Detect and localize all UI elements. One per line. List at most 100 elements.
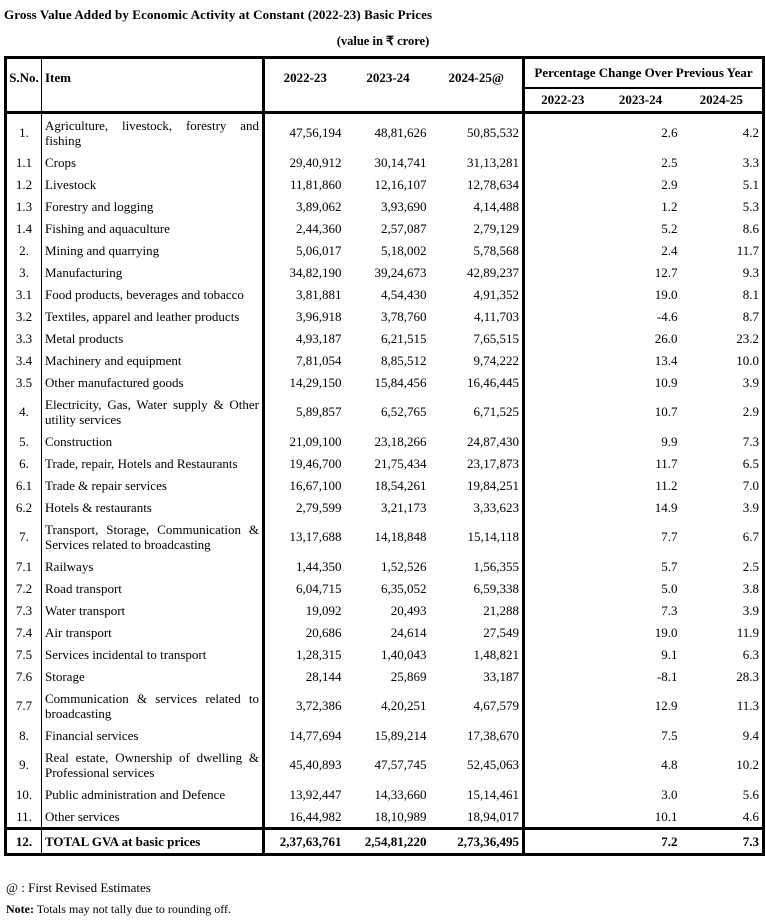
cell-pct-2022-23 bbox=[524, 746, 601, 783]
cell-item: Road transport bbox=[41, 577, 265, 599]
cell-pct-2023-24: 2.5 bbox=[661, 154, 678, 170]
cell-pct-2024-25: 8.6 bbox=[742, 220, 760, 236]
cell-pct-2024-25: 3.3 bbox=[742, 154, 760, 170]
cell-sno: 7.7 bbox=[5, 687, 42, 724]
cell-pct-2023-24: 2.4 bbox=[661, 242, 678, 258]
table-row: 7.7 Communication & services related to b… bbox=[5, 687, 764, 724]
cell-value-2022-23: 1,44,350 bbox=[296, 558, 342, 574]
cell-value-2022-23: 7,81,054 bbox=[296, 352, 342, 368]
table-row: 7.2 Road transport 6,04,715 6,35,052 6,59,33… bbox=[5, 577, 764, 599]
footnote-text: First Revised Estimates bbox=[28, 880, 151, 895]
cell-value-2022-23: 20,686 bbox=[305, 624, 342, 640]
cell-pct-2023-24: 2.9 bbox=[661, 176, 678, 192]
cell-sno: 1.4 bbox=[5, 217, 42, 239]
cell-pct-2023-24: -8.1 bbox=[656, 668, 678, 684]
cell-item: Other manufactured goods bbox=[41, 371, 265, 393]
footnote-first-revised-estimates: @ : First Revised Estimates bbox=[6, 880, 762, 896]
cell-pct-2023-24: 9.1 bbox=[661, 646, 678, 662]
cell-value-2024-25: 4,91,352 bbox=[430, 283, 525, 305]
cell-pct-2022-23 bbox=[524, 783, 601, 805]
table-row: 8. Financial services 14,77,694 15,89,214 17… bbox=[5, 724, 764, 746]
cell-sno: 3.3 bbox=[5, 327, 42, 349]
cell-value-2023-24: 6,52,765 bbox=[381, 404, 427, 419]
cell-item: Crops bbox=[41, 151, 265, 173]
cell-value-2024-25: 9,74,222 bbox=[430, 349, 525, 371]
cell-sno: 7.1 bbox=[5, 555, 42, 577]
cell-value-2023-24: 47,57,745 bbox=[374, 757, 427, 772]
cell-value-2023-24: 6,35,052 bbox=[381, 580, 427, 596]
cell-value-2024-25: 15,14,118 bbox=[430, 518, 525, 555]
cell-value-2022-23: 1,28,315 bbox=[296, 646, 342, 662]
cell-item: Mining and quarrying bbox=[41, 239, 265, 261]
cell-sno: 1.1 bbox=[5, 151, 42, 173]
cell-value-2023-24: 48,81,626 bbox=[374, 125, 427, 140]
cell-pct-2024-25: 28.3 bbox=[736, 668, 760, 684]
cell-pct-2022-23 bbox=[524, 195, 601, 217]
cell-value-2024-25: 2,73,36,495 bbox=[430, 828, 525, 855]
cell-value-2023-24: 4,54,430 bbox=[381, 286, 427, 302]
cell-pct-2023-24: 19.0 bbox=[654, 624, 678, 640]
cell-value-2022-23: 16,67,100 bbox=[289, 477, 342, 493]
cell-pct-2024-25: 8.7 bbox=[742, 308, 760, 324]
cell-item: Fishing and aquaculture bbox=[41, 217, 265, 239]
cell-sno: 2. bbox=[5, 239, 42, 261]
cell-pct-2023-24: 10.9 bbox=[654, 374, 678, 390]
cell-item: Machinery and equipment bbox=[41, 349, 265, 371]
cell-value-2024-25: 6,71,525 bbox=[430, 393, 525, 430]
cell-pct-2024-25: 10.0 bbox=[736, 352, 760, 368]
cell-pct-2023-24: 5.2 bbox=[661, 220, 678, 236]
cell-value-2024-25: 1,48,821 bbox=[430, 643, 525, 665]
cell-pct-2023-24: 5.0 bbox=[661, 580, 678, 596]
cell-pct-2023-24: 12.9 bbox=[654, 698, 678, 713]
cell-value-2022-23: 16,44,982 bbox=[289, 808, 342, 824]
cell-pct-2022-23 bbox=[524, 665, 601, 687]
cell-pct-2024-25: 10.2 bbox=[736, 757, 760, 772]
cell-item: Manufacturing bbox=[41, 261, 265, 283]
cell-pct-2022-23 bbox=[524, 724, 601, 746]
table-row: 1.4 Fishing and aquaculture 2,44,360 2,57,0… bbox=[5, 217, 764, 239]
cell-value-2024-25: 33,187 bbox=[430, 665, 525, 687]
cell-pct-2023-24: 3.0 bbox=[661, 786, 678, 802]
table-row: 7.5 Services incidental to transport 1,28,… bbox=[5, 643, 764, 665]
col-header-pct-2022-23: 2022-23 bbox=[523, 87, 601, 114]
cell-pct-2024-25: 3.8 bbox=[742, 580, 760, 596]
cell-item: Textiles, apparel and leather products bbox=[41, 305, 265, 327]
cell-sno: 5. bbox=[5, 430, 42, 452]
table-row: 3.5 Other manufactured goods 14,29,150 15,8… bbox=[5, 371, 764, 393]
cell-pct-2024-25: 9.3 bbox=[742, 264, 760, 280]
cell-pct-2023-24: 7.7 bbox=[661, 529, 678, 544]
table-row: 6. Trade, repair, Hotels and Restaurants 1… bbox=[5, 452, 764, 474]
col-header-value-2022-23: 2022-23 bbox=[263, 57, 346, 114]
cell-pct-2024-25: 11.3 bbox=[736, 698, 760, 713]
cell-value-2022-23: 3,89,062 bbox=[296, 198, 342, 214]
table-row: 7.1 Railways 1,44,350 1,52,526 1,56,355 5.7 2.… bbox=[5, 555, 764, 577]
cell-value-2024-25: 19,84,251 bbox=[430, 474, 525, 496]
page-title: Gross Value Added by Economic Activity a… bbox=[4, 7, 433, 22]
cell-pct-2022-23 bbox=[524, 829, 601, 855]
cell-item: Public administration and Defence bbox=[41, 783, 265, 805]
cell-value-2023-24: 3,21,173 bbox=[381, 499, 427, 515]
cell-pct-2023-24: 13.4 bbox=[654, 352, 678, 368]
cell-value-2022-23: 3,81,881 bbox=[296, 286, 342, 302]
cell-pct-2024-25: 3.9 bbox=[742, 374, 760, 390]
cell-pct-2024-25: 5.1 bbox=[742, 176, 760, 192]
cell-value-2024-25: 21,288 bbox=[430, 599, 525, 621]
cell-pct-2022-23 bbox=[524, 687, 601, 724]
cell-pct-2022-23 bbox=[524, 805, 601, 829]
cell-pct-2022-23 bbox=[524, 173, 601, 195]
cell-value-2024-25: 24,87,430 bbox=[430, 430, 525, 452]
cell-item: Agriculture, livestock, forestry and fis… bbox=[41, 112, 265, 151]
cell-value-2022-23: 28,144 bbox=[305, 668, 342, 684]
cell-item: Transport, Storage, Communication & Serv… bbox=[41, 518, 265, 555]
table-row: 3.3 Metal products 4,93,187 6,21,515 7,65,51… bbox=[5, 327, 764, 349]
cell-pct-2024-25: 7.3 bbox=[742, 834, 760, 849]
cell-value-2023-24: 3,78,760 bbox=[381, 308, 427, 324]
cell-sno: 3.5 bbox=[5, 371, 42, 393]
table-row: 3.1 Food products, beverages and tobacco 3… bbox=[5, 283, 764, 305]
cell-item: Communication & services related to broa… bbox=[41, 687, 265, 724]
cell-pct-2024-25: 23.2 bbox=[736, 330, 760, 346]
cell-value-2023-24: 4,20,251 bbox=[381, 698, 427, 713]
cell-value-2023-24: 18,10,989 bbox=[374, 808, 427, 824]
cell-value-2023-24: 21,75,434 bbox=[374, 455, 427, 471]
cell-value-2024-25: 15,14,461 bbox=[430, 783, 525, 805]
